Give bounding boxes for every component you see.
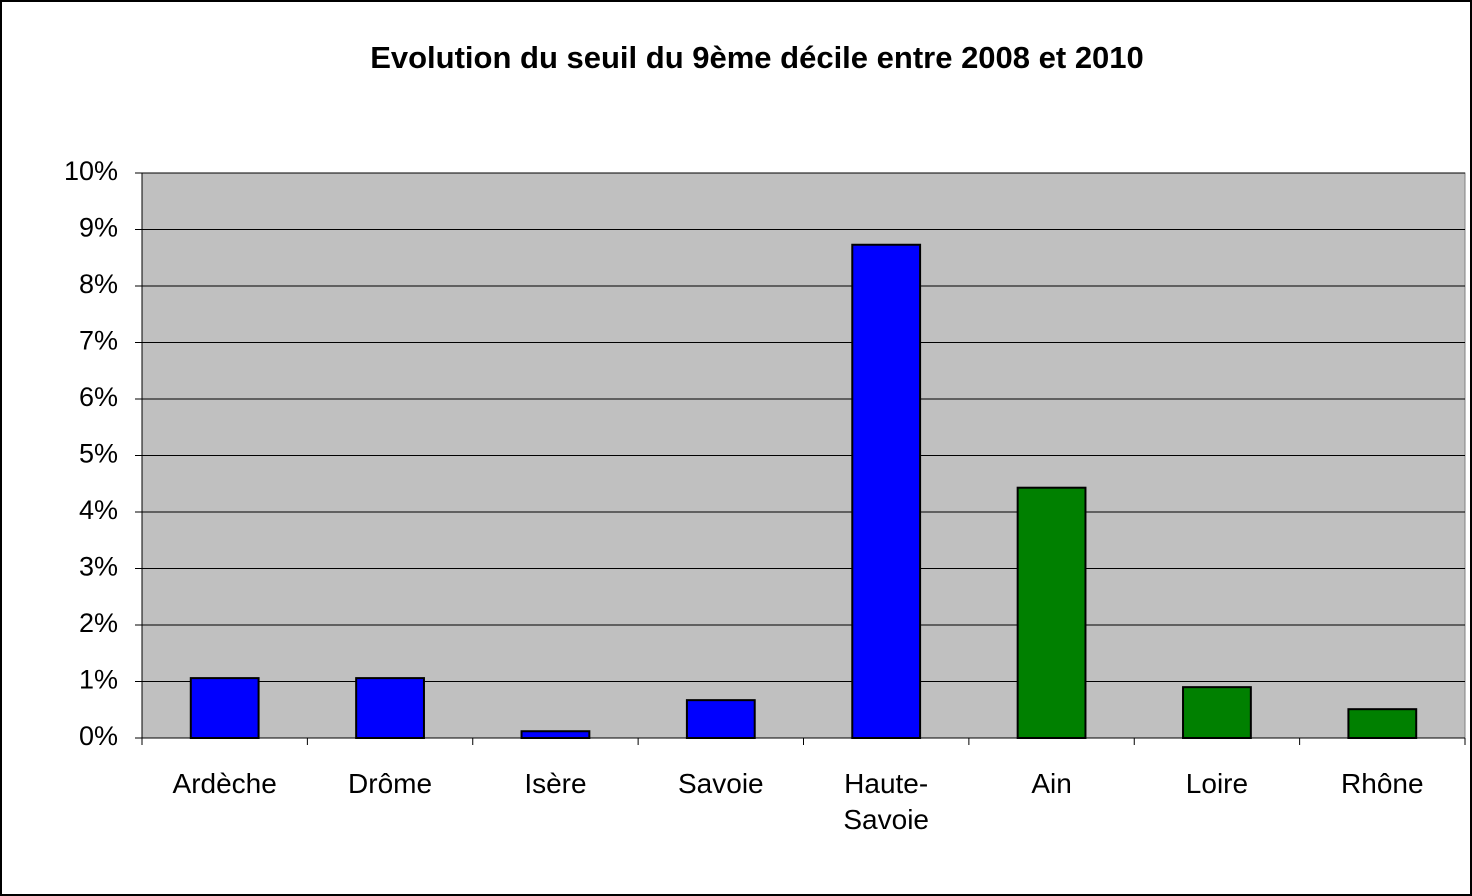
y-tick-label: 10% (64, 156, 118, 186)
x-tick-label: Ain (1031, 768, 1072, 799)
bar (851, 243, 922, 739)
y-tick-label: 2% (79, 608, 118, 638)
y-tick-label: 9% (79, 213, 118, 243)
x-tick-label: Ardèche (172, 768, 277, 799)
bar (355, 677, 425, 739)
bar (520, 730, 591, 739)
y-tick-label: 4% (79, 495, 118, 525)
y-tick-label: 3% (79, 552, 118, 582)
y-tick-label: 6% (79, 382, 118, 412)
y-tick-label: 5% (79, 439, 118, 469)
x-tick-label: Drôme (348, 768, 433, 799)
y-tick-label: 1% (79, 665, 118, 695)
x-tick-label: Loire (1185, 768, 1249, 799)
x-tick-label: Rhône (1341, 768, 1424, 799)
y-tick-label: 8% (79, 269, 118, 299)
x-tick-label: Haute-Savoie (843, 768, 929, 835)
bar (685, 699, 756, 740)
bar (189, 677, 260, 739)
x-tick-label: Isère (524, 768, 587, 799)
y-tick-label: 7% (79, 326, 118, 356)
bar (1347, 708, 1418, 739)
bar (1016, 486, 1087, 739)
y-tick-label: 0% (79, 721, 118, 751)
x-tick-label: Savoie (678, 768, 764, 799)
chart-title: Evolution du seuil du 9ème décile entre … (370, 40, 1144, 75)
bar (1182, 686, 1252, 740)
